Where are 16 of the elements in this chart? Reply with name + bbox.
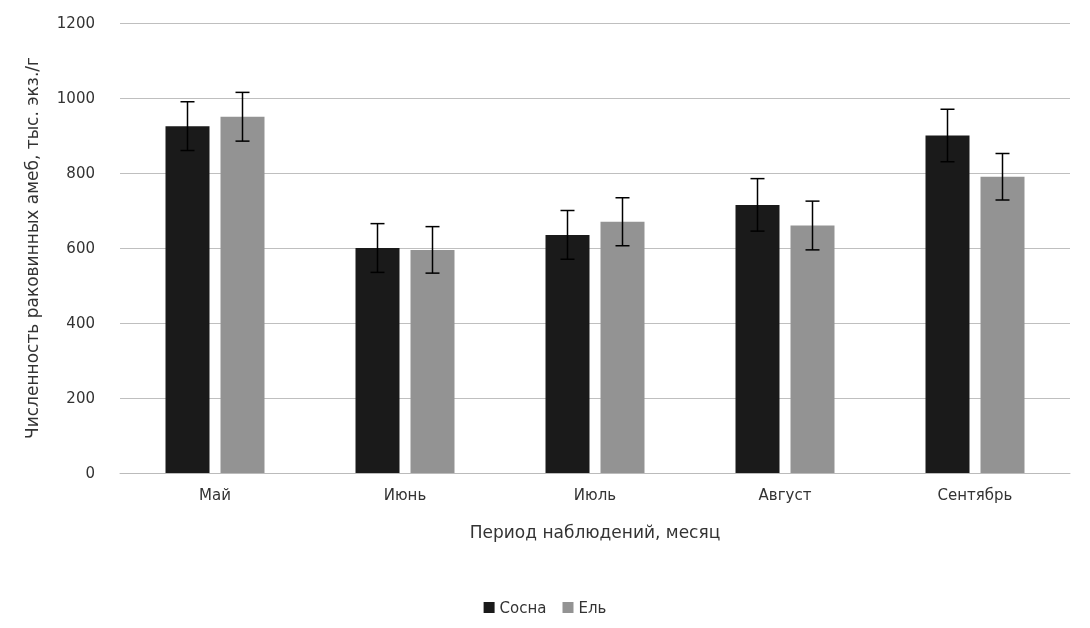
y-tick-label: 800 — [66, 164, 95, 182]
y-tick-label: 600 — [66, 239, 95, 257]
y-tick-label: 0 — [85, 464, 95, 482]
legend-label: Ель — [578, 598, 607, 617]
x-tick-label: Июнь — [383, 485, 427, 504]
y-tick-label: 400 — [66, 314, 95, 332]
x-axis-title: Период наблюдений, месяц — [469, 521, 721, 542]
y-tick-label: 200 — [66, 389, 95, 407]
x-tick-label: Август — [758, 485, 812, 504]
x-tick-label: Июль — [573, 485, 617, 504]
y-tick-label: 1200 — [56, 14, 95, 32]
x-tick-label: Сентябрь — [937, 485, 1013, 504]
y-tick-label: 1000 — [56, 89, 95, 107]
y-axis-title: Численность раковинных амеб, тыс. экз./г — [21, 56, 42, 439]
legend-label: Сосна — [499, 598, 547, 617]
x-tick-label: Май — [199, 485, 231, 504]
